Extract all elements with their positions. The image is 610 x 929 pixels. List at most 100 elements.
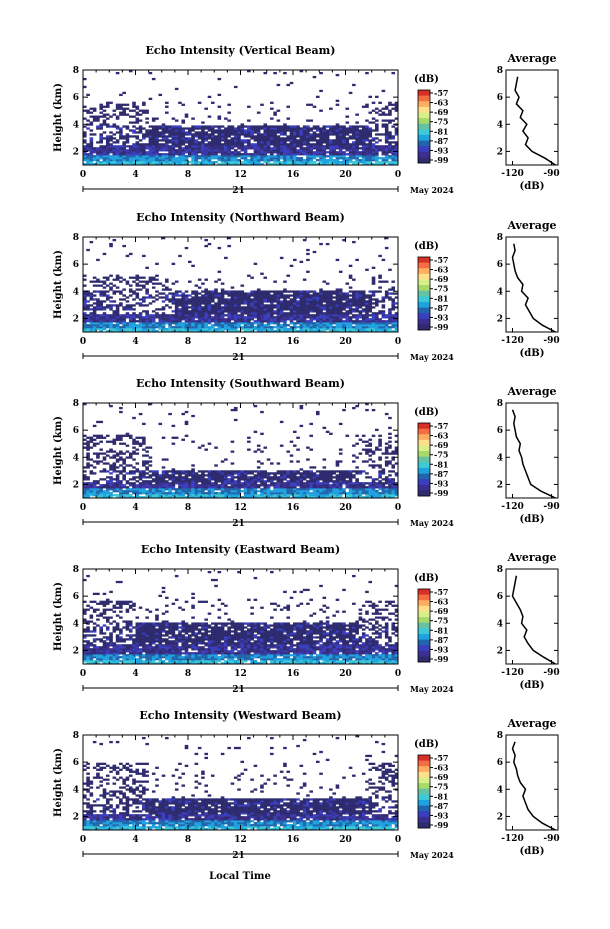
heatmap-cell (191, 480, 195, 483)
heatmap-cell (233, 304, 238, 307)
heatmap-cell (270, 318, 274, 321)
heatmap-cell (230, 472, 235, 475)
heatmap-cell (204, 296, 208, 299)
heatmap-cell (96, 300, 100, 303)
heatmap-cell (174, 129, 179, 132)
heatmap-cell (83, 496, 87, 499)
heatmap-cell (391, 324, 396, 327)
heatmap-cell (270, 298, 274, 301)
colorbar-swatch (418, 285, 430, 292)
heatmap-cell (322, 298, 327, 301)
heatmap-cell (92, 306, 97, 309)
heatmap-cell (155, 145, 159, 148)
heatmap-cell (158, 324, 163, 327)
average-profile-line (514, 76, 556, 166)
heatmap-cell (279, 444, 284, 447)
heatmap-cell (355, 300, 359, 303)
heatmap-cell (345, 320, 350, 323)
heatmap-cell (273, 113, 277, 116)
heatmap-cell (217, 93, 222, 97)
heatmap-cell (253, 159, 258, 162)
heatmap-cell (122, 163, 126, 166)
heatmap-cell (142, 488, 146, 491)
heatmap-cell (253, 312, 258, 315)
heatmap-cell (171, 149, 176, 152)
heatmap-cell (302, 125, 307, 128)
heatmap-cell (260, 159, 264, 162)
heatmap-cell (302, 492, 307, 495)
heatmap-cell (266, 480, 271, 483)
heatmap-cell (220, 296, 225, 299)
heatmap-cell (210, 296, 215, 299)
heatmap-cell (83, 494, 87, 497)
heatmap-cell (132, 470, 136, 473)
heatmap-cell (270, 312, 274, 315)
heatmap-cell (145, 292, 149, 295)
heatmap-cell (263, 153, 268, 156)
heatmap-cell (171, 424, 176, 428)
heatmap-cell (148, 316, 153, 319)
heatmap-cell (243, 328, 248, 331)
heatmap-cell (201, 163, 205, 166)
heatmap-cell (102, 308, 107, 311)
heatmap-cell (256, 163, 261, 166)
heatmap-cell (171, 135, 176, 138)
heatmap-cell (230, 482, 235, 485)
heatmap-cell (89, 147, 94, 150)
heatmap-cell (263, 141, 268, 144)
heatmap-cell (233, 135, 238, 138)
heatmap-cell (96, 490, 100, 493)
heatmap-cell (279, 308, 284, 311)
heatmap-cell (237, 290, 241, 293)
heatmap-cell (276, 143, 281, 146)
heatmap-cell (299, 135, 304, 138)
heatmap-cell (391, 316, 396, 319)
heatmap-cell (293, 147, 297, 150)
heatmap-cell (214, 446, 218, 449)
heatmap-cell (247, 298, 251, 301)
heatmap-cell (299, 161, 304, 164)
heatmap-cell (224, 161, 228, 164)
heatmap-cell (342, 145, 346, 148)
heatmap-cell (105, 484, 110, 487)
heatmap-cell (178, 322, 182, 325)
heatmap-cell (289, 470, 294, 473)
heatmap-cell (283, 318, 287, 321)
heatmap-cell (345, 145, 350, 148)
heatmap-cell (325, 155, 330, 158)
heatmap-cell (174, 298, 179, 301)
heatmap-cell (102, 115, 107, 118)
heatmap-cell (279, 484, 284, 487)
heatmap-cell (128, 452, 133, 455)
heatmap-cell (220, 326, 225, 329)
heatmap-cell (217, 326, 222, 329)
heatmap-cell (128, 147, 133, 150)
heatmap-cell (322, 280, 327, 283)
heatmap-cell (174, 119, 179, 122)
heatmap-cell (181, 318, 186, 321)
heatmap-cell (361, 314, 366, 317)
heatmap-cell (148, 131, 153, 134)
heatmap-cell (89, 157, 94, 160)
heatmap-cell (283, 322, 287, 325)
heatmap-cell (102, 252, 107, 256)
heatmap-cell (191, 129, 195, 132)
heatmap-cell (165, 163, 169, 166)
heatmap-cell (306, 270, 310, 273)
heatmap-cell (240, 123, 245, 126)
heatmap-cell (201, 330, 205, 333)
heatmap-cell (270, 125, 274, 128)
heatmap-cell (128, 121, 133, 124)
heatmap-cell (299, 163, 304, 166)
heatmap-cell (201, 478, 205, 481)
heatmap-cell (86, 440, 90, 443)
heatmap-cell (384, 129, 389, 132)
heatmap-cell (338, 125, 343, 128)
heatmap-cell (270, 147, 274, 150)
heatmap-cell (270, 316, 274, 319)
colorbar-tick-label: -57 (434, 88, 448, 98)
heatmap-cell (309, 129, 313, 132)
heatmap-cell (105, 450, 110, 453)
heatmap-cell (329, 129, 333, 132)
heatmap-cell (210, 143, 215, 146)
